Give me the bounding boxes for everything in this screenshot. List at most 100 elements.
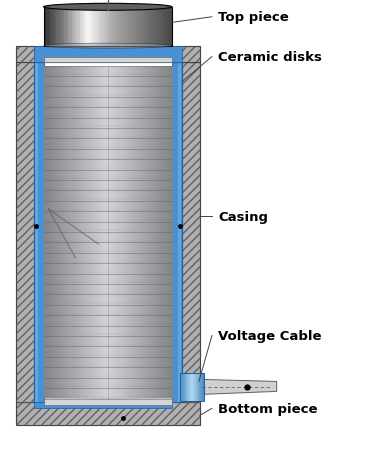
Bar bbox=[180, 373, 182, 401]
Bar bbox=[186, 373, 188, 401]
Bar bbox=[34, 46, 182, 62]
Bar bbox=[118, 8, 121, 46]
Bar bbox=[127, 66, 130, 399]
Bar bbox=[80, 66, 83, 399]
Bar bbox=[64, 8, 67, 46]
Bar bbox=[95, 66, 97, 399]
Bar bbox=[54, 66, 57, 399]
Bar bbox=[126, 8, 129, 46]
Bar bbox=[139, 8, 142, 46]
Bar bbox=[16, 62, 34, 402]
Bar bbox=[133, 8, 136, 46]
Bar bbox=[182, 62, 200, 402]
Bar bbox=[16, 46, 200, 62]
Text: Casing: Casing bbox=[218, 210, 268, 223]
Bar bbox=[84, 66, 87, 399]
Bar bbox=[152, 8, 155, 46]
Bar bbox=[123, 66, 125, 399]
Bar bbox=[90, 8, 93, 46]
Bar bbox=[119, 66, 121, 399]
Bar bbox=[78, 66, 80, 399]
Bar bbox=[63, 66, 66, 399]
Text: Ceramic disks: Ceramic disks bbox=[218, 51, 322, 64]
Bar bbox=[44, 57, 172, 62]
Bar bbox=[44, 8, 172, 46]
Bar bbox=[149, 8, 152, 46]
Bar bbox=[71, 66, 74, 399]
Bar bbox=[155, 66, 158, 399]
Bar bbox=[74, 8, 77, 46]
Bar bbox=[69, 8, 72, 46]
Bar bbox=[194, 373, 196, 401]
Bar bbox=[188, 373, 190, 401]
Bar bbox=[199, 373, 201, 401]
Bar bbox=[133, 66, 136, 399]
Bar bbox=[146, 66, 149, 399]
Bar bbox=[65, 66, 67, 399]
Bar bbox=[16, 46, 200, 62]
Bar bbox=[136, 66, 138, 399]
Bar bbox=[44, 66, 46, 399]
Bar bbox=[202, 373, 203, 401]
Bar bbox=[138, 66, 141, 399]
Bar bbox=[92, 8, 96, 46]
Bar bbox=[190, 373, 191, 401]
Bar bbox=[103, 8, 106, 46]
Bar bbox=[106, 66, 108, 399]
Bar bbox=[97, 66, 100, 399]
Bar bbox=[123, 8, 126, 46]
Bar bbox=[108, 8, 111, 46]
Bar bbox=[163, 66, 166, 399]
Bar bbox=[178, 62, 181, 402]
Bar bbox=[149, 66, 151, 399]
Bar bbox=[153, 66, 155, 399]
Bar bbox=[46, 8, 49, 46]
Bar bbox=[185, 373, 186, 401]
Bar bbox=[82, 66, 85, 399]
Bar bbox=[168, 66, 171, 399]
Bar bbox=[86, 66, 89, 399]
Bar bbox=[157, 8, 160, 46]
Bar bbox=[44, 400, 172, 405]
Bar bbox=[116, 8, 119, 46]
Bar bbox=[85, 8, 88, 46]
Bar bbox=[101, 66, 104, 399]
Bar bbox=[182, 62, 200, 402]
Bar bbox=[52, 66, 55, 399]
Bar bbox=[44, 8, 47, 46]
Bar bbox=[159, 66, 162, 399]
Text: Bottom piece: Bottom piece bbox=[218, 402, 317, 415]
Bar bbox=[164, 8, 168, 46]
Bar bbox=[103, 66, 106, 399]
Bar bbox=[193, 373, 195, 401]
Bar bbox=[183, 373, 185, 401]
Bar bbox=[142, 66, 145, 399]
Bar bbox=[180, 373, 204, 401]
Bar bbox=[50, 66, 53, 399]
Bar bbox=[136, 8, 139, 46]
Bar bbox=[93, 66, 96, 399]
Bar bbox=[197, 373, 199, 401]
Bar bbox=[181, 373, 183, 401]
Polygon shape bbox=[202, 380, 277, 395]
Bar bbox=[192, 373, 194, 401]
Bar bbox=[166, 66, 168, 399]
Bar bbox=[59, 8, 62, 46]
Bar bbox=[54, 8, 57, 46]
Bar bbox=[172, 62, 182, 402]
Bar bbox=[48, 66, 50, 399]
Text: Top piece: Top piece bbox=[218, 11, 289, 24]
Bar bbox=[121, 8, 124, 46]
Bar bbox=[82, 8, 85, 46]
Bar bbox=[196, 373, 197, 401]
Bar bbox=[159, 8, 162, 46]
Bar bbox=[131, 8, 134, 46]
Bar bbox=[112, 66, 115, 399]
Bar bbox=[69, 66, 72, 399]
Bar bbox=[34, 62, 38, 402]
Bar bbox=[144, 66, 147, 399]
Bar bbox=[16, 402, 200, 425]
Bar bbox=[89, 66, 91, 399]
Bar bbox=[95, 8, 98, 46]
Ellipse shape bbox=[44, 44, 172, 49]
